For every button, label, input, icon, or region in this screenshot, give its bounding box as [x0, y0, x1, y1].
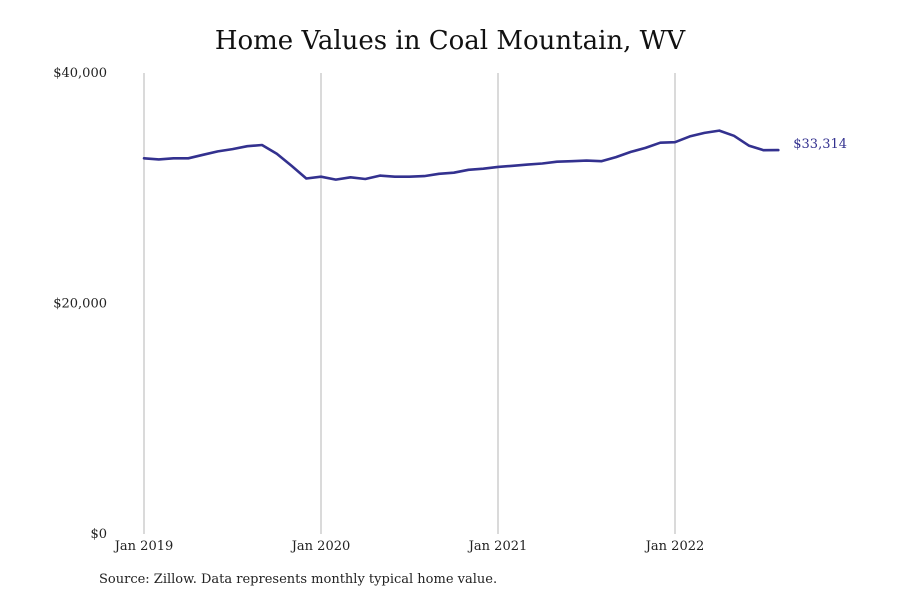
x-tick-label: Jan 2022 [644, 539, 705, 554]
line-chart: $0 $20,000 $40,000 Jan 2019 Jan 2020 Jan 202… [53, 66, 847, 554]
end-label-layer: $33,314 [793, 137, 847, 152]
y-tick-label: $40,000 [53, 66, 107, 81]
x-tick-label: Jan 2021 [467, 539, 528, 554]
series-line [142, 129, 780, 181]
y-tick-label: $0 [90, 527, 107, 542]
x-tick-label: Jan 2019 [113, 539, 174, 554]
source-note: Source: Zillow. Data represents monthly … [99, 572, 498, 587]
y-tick-label: $20,000 [53, 297, 107, 312]
end-value-label: $33,314 [793, 137, 847, 152]
gridlines [143, 73, 676, 534]
y-axis-ticks: $0 $20,000 $40,000 [53, 66, 107, 542]
x-tick-label: Jan 2020 [290, 539, 351, 554]
series-layer [142, 129, 780, 181]
chart-title: Home Values in Coal Mountain, WV [214, 26, 686, 56]
x-axis-ticks: Jan 2019 Jan 2020 Jan 2021 Jan 2022 [113, 539, 705, 554]
